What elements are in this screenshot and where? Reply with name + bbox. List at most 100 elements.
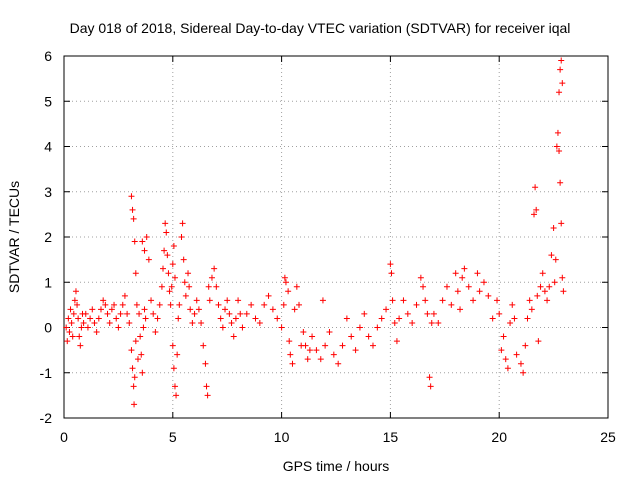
data-point xyxy=(200,342,207,349)
data-point xyxy=(66,329,73,336)
data-point xyxy=(485,292,492,299)
data-point xyxy=(102,301,109,308)
data-point xyxy=(452,270,459,277)
data-point xyxy=(280,301,287,308)
data-point xyxy=(309,333,316,340)
data-point xyxy=(138,351,145,358)
y-tick-label: -2 xyxy=(40,410,53,426)
data-point xyxy=(91,319,98,326)
data-point xyxy=(74,301,81,308)
data-point xyxy=(537,283,544,290)
data-point xyxy=(511,315,518,322)
data-point xyxy=(556,148,563,155)
y-tick-label: 2 xyxy=(44,229,52,245)
x-tick-label: 20 xyxy=(491,429,507,445)
y-axis-label: SDTVAR / TECUs xyxy=(6,181,22,293)
data-point xyxy=(269,306,276,313)
data-point xyxy=(95,315,102,322)
data-point xyxy=(343,315,350,322)
data-point xyxy=(404,310,411,317)
data-point xyxy=(319,297,326,304)
data-point xyxy=(474,270,481,277)
data-point xyxy=(252,315,259,322)
y-tick-label: 0 xyxy=(44,320,52,336)
data-point xyxy=(130,383,137,390)
data-point xyxy=(544,297,551,304)
data-point xyxy=(389,297,396,304)
data-point xyxy=(226,310,233,317)
x-tick-label: 0 xyxy=(60,429,68,445)
data-point xyxy=(558,57,565,64)
data-point xyxy=(348,333,355,340)
data-point xyxy=(129,206,136,213)
data-point xyxy=(65,315,72,322)
data-point xyxy=(378,315,385,322)
data-point xyxy=(457,306,464,313)
data-point xyxy=(175,315,182,322)
data-point xyxy=(256,319,263,326)
data-point xyxy=(205,283,212,290)
data-point xyxy=(162,220,169,227)
data-point xyxy=(443,283,450,290)
data-point xyxy=(330,351,337,358)
data-point xyxy=(150,310,157,317)
data-point xyxy=(557,179,564,186)
data-point xyxy=(128,193,135,200)
data-point xyxy=(68,319,75,326)
data-point xyxy=(141,247,148,254)
data-point xyxy=(476,288,483,295)
data-point xyxy=(243,310,250,317)
data-point xyxy=(71,297,78,304)
data-point xyxy=(339,342,346,349)
data-point xyxy=(560,288,567,295)
data-point xyxy=(75,315,82,322)
data-point xyxy=(361,310,368,317)
y-tick-label: 6 xyxy=(44,48,52,64)
data-point xyxy=(160,265,167,272)
data-point xyxy=(300,329,307,336)
data-point xyxy=(261,301,268,308)
data-point xyxy=(239,324,246,331)
data-point xyxy=(498,347,505,354)
data-point xyxy=(306,347,313,354)
data-point xyxy=(465,283,472,290)
data-point xyxy=(164,252,171,259)
data-point xyxy=(134,356,141,363)
x-tick-label: 25 xyxy=(600,429,616,445)
data-point xyxy=(202,360,209,367)
data-point xyxy=(69,333,76,340)
data-point xyxy=(132,338,139,345)
data-point xyxy=(534,292,541,299)
data-point xyxy=(139,238,146,245)
data-point xyxy=(93,329,100,336)
chart-title: Day 018 of 2018, Sidereal Day-to-day VTE… xyxy=(70,20,571,36)
data-point xyxy=(374,324,381,331)
data-point xyxy=(76,333,83,340)
data-point xyxy=(219,324,226,331)
data-point xyxy=(104,310,111,317)
data-point xyxy=(454,288,461,295)
data-point xyxy=(552,256,559,263)
x-tick-label: 15 xyxy=(383,429,399,445)
data-point xyxy=(67,306,74,313)
data-point xyxy=(500,333,507,340)
data-point xyxy=(204,392,211,399)
data-point xyxy=(206,297,213,304)
data-point xyxy=(282,279,289,286)
data-point xyxy=(137,333,144,340)
data-point xyxy=(203,383,210,390)
data-point xyxy=(393,338,400,345)
data-point xyxy=(128,347,135,354)
data-point xyxy=(517,360,524,367)
data-point xyxy=(139,369,146,376)
data-point xyxy=(158,283,165,290)
data-point xyxy=(171,274,178,281)
data-point xyxy=(526,297,533,304)
data-point xyxy=(166,288,173,295)
data-point xyxy=(64,338,71,345)
data-point xyxy=(211,265,218,272)
data-point xyxy=(387,261,394,268)
data-point xyxy=(161,247,168,254)
data-point xyxy=(281,274,288,281)
data-point xyxy=(174,351,181,358)
